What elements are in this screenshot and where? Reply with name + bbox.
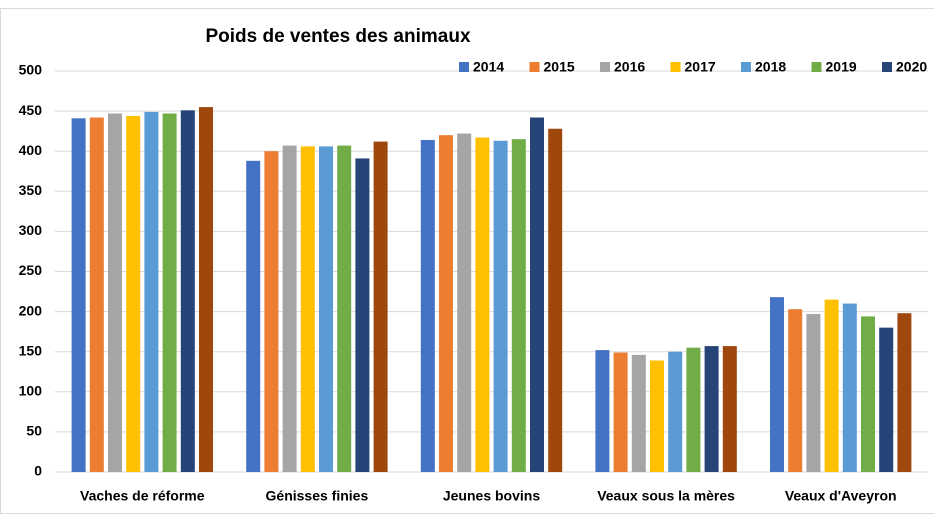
bar (337, 145, 352, 472)
y-tick-label: 250 (19, 262, 43, 278)
legend-label: 2016 (614, 59, 645, 75)
legend-swatch (882, 62, 892, 72)
bar (199, 107, 213, 472)
bar (879, 327, 894, 472)
legend-label: 2020 (896, 59, 927, 75)
legend-label: 2018 (755, 59, 786, 75)
bar (548, 128, 563, 472)
bar (595, 350, 610, 472)
y-tick-label: 500 (19, 62, 43, 78)
chart-title: Poids de ventes des animaux (205, 26, 470, 47)
bar (493, 140, 508, 473)
x-tick-label: Jeunes bovins (443, 488, 540, 504)
bar (631, 354, 646, 472)
legend-swatch (811, 62, 822, 72)
bar (457, 133, 472, 472)
legend-swatch (459, 62, 469, 72)
bar (897, 313, 912, 472)
bar (650, 360, 664, 472)
bar (530, 117, 544, 473)
bar (861, 316, 875, 472)
bar (264, 151, 279, 472)
x-tick-label: Génisses finies (266, 488, 369, 504)
bar (246, 160, 261, 472)
bar (162, 113, 177, 473)
legend-label: 2015 (544, 59, 575, 75)
bar (788, 309, 803, 472)
y-tick-label: 100 (19, 383, 43, 399)
bar (300, 146, 315, 472)
legend-swatch (600, 62, 610, 72)
legend-swatch (529, 62, 540, 72)
bar (282, 145, 297, 472)
legend-swatch (741, 62, 751, 72)
legend-swatch (670, 62, 681, 72)
y-tick-label: 450 (19, 102, 43, 118)
bar (144, 111, 159, 472)
bar (842, 303, 857, 472)
bar (89, 117, 104, 473)
bar (511, 139, 526, 473)
y-tick-label: 0 (34, 463, 42, 479)
bar (319, 146, 333, 472)
bar (824, 299, 839, 472)
bar (668, 351, 683, 472)
legend-label: 2019 (826, 59, 857, 75)
y-tick-label: 400 (19, 142, 43, 158)
legend-label: 2017 (685, 59, 716, 75)
bar (613, 352, 628, 472)
y-tick-label: 200 (19, 302, 43, 318)
y-tick-label: 300 (19, 222, 43, 238)
y-tick-label: 150 (19, 342, 43, 358)
bar (126, 115, 141, 473)
bar (704, 346, 719, 472)
bar (373, 141, 388, 473)
x-tick-label: Veaux sous la mères (597, 488, 735, 504)
bar (71, 118, 86, 473)
bar (420, 139, 435, 473)
x-tick-label: Veaux d'Aveyron (785, 488, 897, 504)
bar (722, 346, 737, 472)
y-tick-label: 50 (26, 423, 42, 439)
bar (770, 297, 784, 472)
bar (686, 347, 701, 472)
legend-label: 2014 (473, 59, 504, 75)
bar (806, 314, 821, 472)
y-tick-label: 350 (19, 182, 43, 198)
bar (180, 110, 195, 472)
bar (475, 137, 490, 473)
bar (439, 135, 453, 472)
x-tick-label: Vaches de réforme (80, 488, 205, 504)
bar (355, 158, 370, 472)
bar (108, 113, 122, 473)
